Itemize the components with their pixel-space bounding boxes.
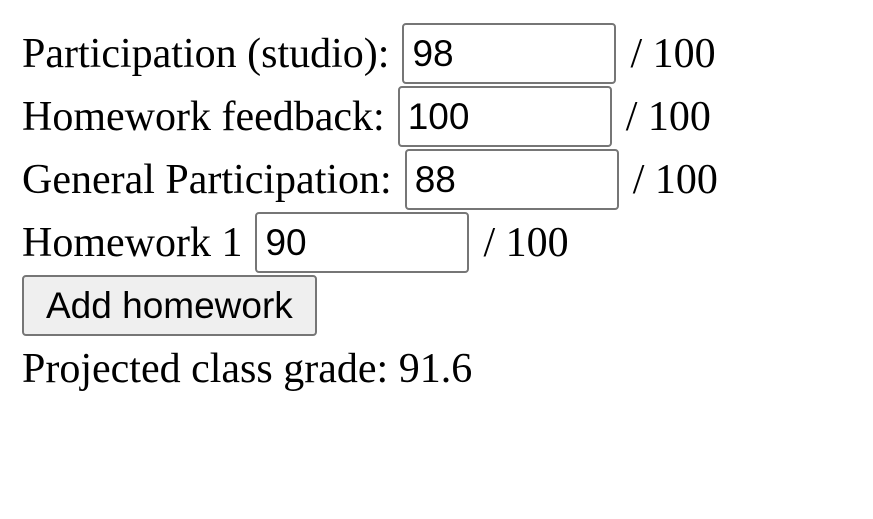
homework-feedback-score-input[interactable]	[397, 86, 612, 147]
homework-1-score-input[interactable]	[255, 212, 470, 273]
grade-max: / 100	[483, 219, 569, 266]
grade-max: / 100	[625, 93, 711, 140]
projected-grade-label: Projected class grade:	[22, 345, 389, 392]
participation-studio-score-input[interactable]	[402, 23, 617, 84]
projected-grade: Projected class grade: 91.6	[22, 337, 873, 400]
grade-max: / 100	[632, 156, 718, 203]
grade-calculator: Participation (studio): / 100 Homework f…	[22, 22, 873, 400]
grade-row-homework-1: Homework 1 / 100	[22, 211, 873, 274]
add-homework-row: Add homework	[22, 274, 873, 337]
grade-max: / 100	[630, 30, 716, 77]
add-homework-button[interactable]: Add homework	[22, 275, 317, 336]
grade-row-participation-studio: Participation (studio): / 100	[22, 22, 873, 85]
general-participation-score-input[interactable]	[404, 149, 619, 210]
grade-label: Homework feedback:	[22, 93, 385, 140]
grade-label: Homework 1	[22, 219, 243, 266]
grade-label: General Participation:	[22, 156, 392, 203]
projected-grade-value: 91.6	[398, 345, 473, 392]
grade-row-general-participation: General Participation: / 100	[22, 148, 873, 211]
grade-row-homework-feedback: Homework feedback: / 100	[22, 85, 873, 148]
grade-label: Participation (studio):	[22, 30, 390, 77]
